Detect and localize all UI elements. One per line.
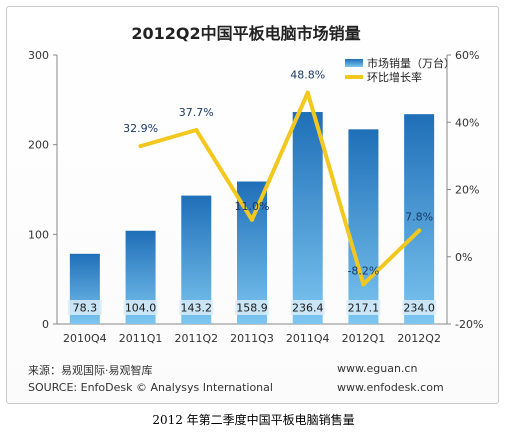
growth-rate-point bbox=[361, 282, 366, 287]
source-cn: 来源：易观国际·易观智库 bbox=[28, 364, 153, 377]
bar-label-bg bbox=[67, 300, 102, 315]
left-tick-label: 200 bbox=[28, 139, 49, 152]
growth-rate-label: 7.8% bbox=[405, 211, 433, 224]
x-tick-label: 2012Q2 bbox=[397, 332, 441, 345]
growth-rate-label: 32.9% bbox=[123, 122, 158, 135]
bar-label-bg bbox=[123, 300, 158, 315]
legend-bar-swatch bbox=[345, 59, 363, 67]
bar-value-label: 217.1 bbox=[348, 302, 380, 315]
source-url-enfodesk[interactable]: www.enfodesk.com bbox=[337, 381, 444, 394]
chart-panel: 2012Q2中国平板电脑市场销量 0 100 200 300 -20% 0% 20% 40% 6… bbox=[6, 6, 499, 404]
legend-bar-label: 市场销量（万台） bbox=[367, 56, 455, 70]
growth-rate-label: 37.7% bbox=[179, 106, 214, 119]
bar bbox=[404, 114, 435, 325]
x-tick-label: 2011Q1 bbox=[119, 332, 163, 345]
bar-value-label: 236.4 bbox=[292, 302, 324, 315]
x-tick-label: 2011Q3 bbox=[230, 332, 274, 345]
figure-caption: 2012 年第二季度中国平板电脑销售量 bbox=[152, 413, 355, 427]
x-tick-label: 2011Q4 bbox=[286, 332, 330, 345]
growth-rate-line bbox=[138, 90, 422, 287]
growth-rate-point bbox=[417, 228, 422, 233]
growth-rate-label: 11.0% bbox=[235, 200, 270, 213]
growth-rate-point bbox=[305, 90, 310, 95]
bar-value-label: 78.3 bbox=[73, 302, 98, 315]
right-tick-label: 0% bbox=[455, 251, 472, 264]
bar bbox=[348, 129, 379, 324]
left-tick-label: 0 bbox=[42, 318, 49, 331]
growth-rate-point bbox=[194, 127, 199, 132]
legend: 市场销量（万台）环比增长率 bbox=[345, 56, 455, 84]
growth-rate-point bbox=[138, 144, 143, 149]
left-tick-label: 300 bbox=[28, 49, 49, 62]
bar-label-bg bbox=[179, 300, 214, 315]
bar-label-bg bbox=[235, 300, 269, 315]
right-tick-label: 20% bbox=[455, 184, 479, 197]
growth-rate-point bbox=[250, 217, 254, 222]
x-tick-label: 2011Q2 bbox=[174, 332, 218, 345]
legend-line-label: 环比增长率 bbox=[367, 70, 422, 84]
left-tick-label: 100 bbox=[28, 228, 49, 241]
right-tick-label: 60% bbox=[455, 49, 479, 62]
bar-value-label: 143.2 bbox=[181, 302, 213, 315]
bar-value-label: 234.0 bbox=[403, 302, 435, 315]
right-tick-label: -20% bbox=[455, 318, 483, 331]
bar-label-bg bbox=[402, 300, 437, 315]
chart-title: 2012Q2中国平板电脑市场销量 bbox=[131, 24, 360, 43]
right-tick-label: 40% bbox=[455, 116, 479, 129]
bar bbox=[292, 112, 323, 324]
bar-value-label: 158.9 bbox=[236, 302, 268, 315]
bar-label-bg bbox=[290, 300, 325, 315]
x-tick-label: 2010Q4 bbox=[63, 332, 107, 345]
source-en: SOURCE: EnfoDesk © Analysys Internationa… bbox=[28, 381, 273, 394]
growth-rate-label: -8.2% bbox=[347, 264, 379, 277]
bar-label-bg bbox=[346, 300, 381, 315]
bar-value-label: 104.0 bbox=[125, 302, 157, 315]
chart: 2012Q2中国平板电脑市场销量 0 100 200 300 -20% 0% 20% 40% 6… bbox=[28, 24, 483, 345]
source-url-eguan[interactable]: www.eguan.cn bbox=[337, 362, 418, 375]
x-tick-label: 2012Q1 bbox=[342, 332, 386, 345]
growth-rate-label: 48.8% bbox=[290, 69, 325, 82]
